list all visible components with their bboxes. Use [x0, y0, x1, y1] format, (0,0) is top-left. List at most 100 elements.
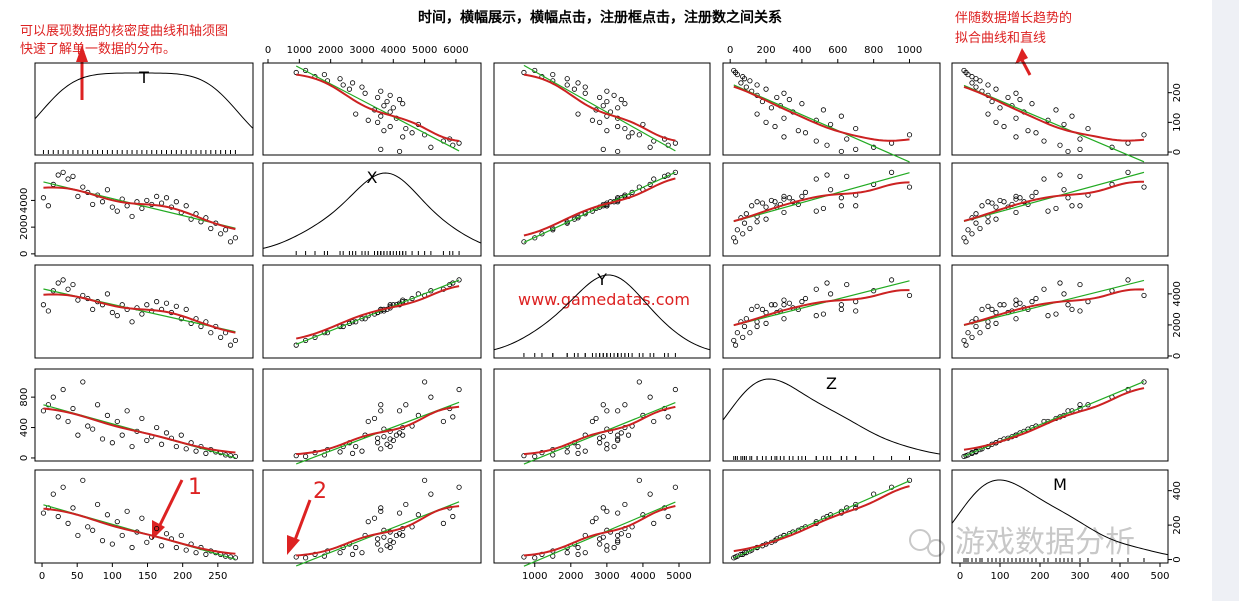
point	[575, 551, 581, 557]
point	[1041, 286, 1047, 292]
smooth-curve	[43, 186, 236, 231]
point	[853, 308, 859, 314]
point	[795, 128, 801, 134]
x-tick-label: 4000	[630, 571, 655, 582]
point	[1017, 300, 1023, 306]
point	[178, 432, 184, 438]
point	[387, 92, 393, 98]
point	[359, 448, 365, 454]
point	[665, 513, 671, 520]
point	[124, 203, 130, 209]
point	[754, 82, 760, 88]
point	[604, 441, 610, 447]
point	[114, 313, 120, 319]
point	[532, 555, 538, 561]
point	[400, 432, 406, 438]
point	[390, 437, 396, 444]
point	[824, 172, 830, 178]
x-tick-label: 0	[265, 45, 271, 56]
point	[375, 94, 381, 101]
point	[60, 386, 66, 393]
point	[575, 450, 581, 456]
point	[993, 119, 999, 125]
point	[144, 539, 150, 545]
smooth-curve	[296, 505, 460, 557]
point	[1069, 113, 1075, 119]
point	[80, 184, 86, 190]
point	[129, 544, 135, 551]
point	[109, 309, 115, 316]
point	[1077, 308, 1083, 314]
point	[838, 203, 844, 209]
smooth-curve	[523, 177, 676, 237]
point	[747, 225, 753, 232]
y-tick-label: 800	[19, 388, 30, 407]
point	[844, 173, 850, 179]
point	[450, 513, 456, 520]
point	[743, 211, 749, 217]
point	[651, 176, 657, 182]
point	[763, 216, 769, 222]
fit-line	[733, 280, 910, 327]
point	[173, 443, 179, 450]
point	[203, 450, 209, 456]
point	[1141, 132, 1147, 138]
point	[600, 103, 606, 109]
point	[853, 203, 859, 209]
x-tick-label: 300	[1070, 571, 1089, 582]
point	[378, 146, 384, 152]
point	[1017, 195, 1023, 201]
fit-line	[295, 279, 460, 345]
point	[378, 408, 384, 414]
point	[963, 342, 969, 348]
point	[1077, 173, 1083, 179]
point	[993, 204, 999, 210]
point	[989, 306, 995, 313]
point	[813, 313, 819, 319]
point	[838, 302, 844, 308]
x-tick-label: 800	[864, 45, 883, 56]
point	[65, 286, 71, 292]
point	[564, 449, 570, 455]
point	[75, 297, 81, 303]
point	[740, 231, 746, 237]
point	[124, 408, 130, 414]
point	[853, 125, 859, 132]
smooth-curve	[296, 405, 460, 456]
point	[593, 415, 599, 422]
point	[193, 448, 199, 454]
point	[1057, 142, 1063, 148]
point	[969, 231, 975, 237]
point	[961, 235, 967, 241]
point	[365, 117, 371, 123]
point	[799, 193, 805, 200]
point	[337, 449, 343, 455]
point	[1025, 128, 1031, 134]
x-tick-label: 2000	[318, 45, 343, 56]
point	[853, 501, 859, 508]
point	[622, 125, 628, 132]
point	[119, 532, 125, 539]
point	[740, 334, 746, 340]
point	[99, 436, 106, 442]
variable-label: M	[1053, 475, 1067, 494]
panel	[722, 62, 941, 156]
point	[636, 477, 642, 483]
point	[90, 201, 96, 208]
point	[754, 219, 760, 225]
point	[381, 534, 387, 540]
point	[754, 199, 760, 205]
smooth-curve	[733, 85, 910, 142]
fit-line	[523, 64, 676, 152]
point	[55, 513, 61, 520]
point	[969, 74, 975, 80]
point	[604, 543, 610, 549]
point	[993, 309, 999, 316]
point	[1065, 195, 1071, 201]
point	[969, 450, 975, 456]
point	[1057, 172, 1063, 178]
point	[799, 299, 805, 305]
smooth-curve	[963, 387, 1145, 451]
density-curve	[951, 479, 1169, 556]
point	[158, 200, 165, 206]
